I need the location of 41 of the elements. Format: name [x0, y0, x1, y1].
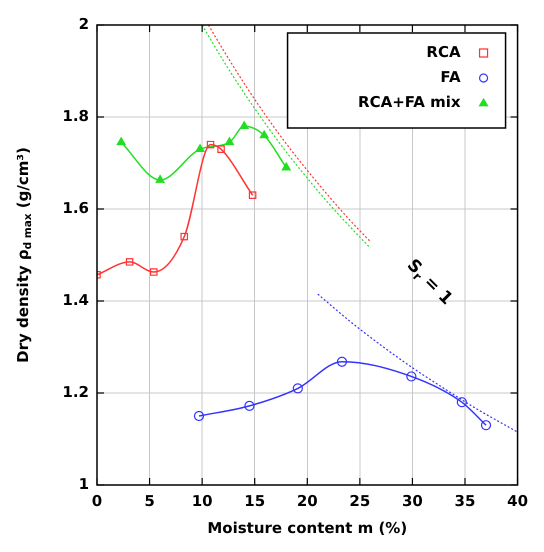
point: [206, 140, 214, 148]
point: [180, 232, 188, 240]
x-tick-label: 0: [92, 492, 102, 510]
point: [406, 371, 416, 382]
point: [156, 174, 165, 183]
point: [260, 130, 269, 138]
x-tick-label: 40: [507, 492, 528, 510]
legend-label: RCA: [426, 42, 461, 61]
point: [150, 268, 158, 276]
x-tick-label: 5: [144, 492, 155, 510]
y-tick-label: 1: [78, 474, 89, 493]
y-tick-label: 1.6: [62, 198, 89, 217]
point: [217, 145, 225, 153]
y-axis-title: Dry density ρd max (g/cm³): [14, 147, 34, 363]
point: [456, 397, 467, 408]
point: [282, 162, 291, 170]
point: [126, 258, 134, 266]
x-tick-label: 35: [454, 492, 476, 510]
x-tick-label: 25: [349, 492, 370, 510]
point: [336, 356, 348, 367]
x-tick-label: 20: [296, 492, 318, 510]
x-tick-label: 15: [244, 492, 266, 510]
point: [194, 410, 204, 422]
x-tick-label: 30: [402, 492, 423, 510]
point: [240, 121, 249, 130]
point: [116, 137, 126, 146]
point: [480, 420, 492, 430]
x-tick-label: 10: [192, 492, 213, 510]
y-tick-label: 1.8: [62, 106, 89, 125]
legend-label: RCA+FA mix: [358, 92, 461, 111]
point: [196, 144, 205, 152]
y-tick-label: 2: [78, 14, 89, 33]
point: [292, 383, 303, 394]
y-tick-label: 1.2: [62, 382, 89, 401]
y-tick-label: 1.4: [62, 290, 89, 309]
point: [244, 400, 255, 411]
x-axis-title: Moisture content m (%): [207, 518, 408, 537]
legend-label: FA: [440, 68, 461, 86]
annotation: Sr = 1: [402, 255, 457, 310]
point: [248, 191, 256, 199]
point: [224, 137, 234, 146]
